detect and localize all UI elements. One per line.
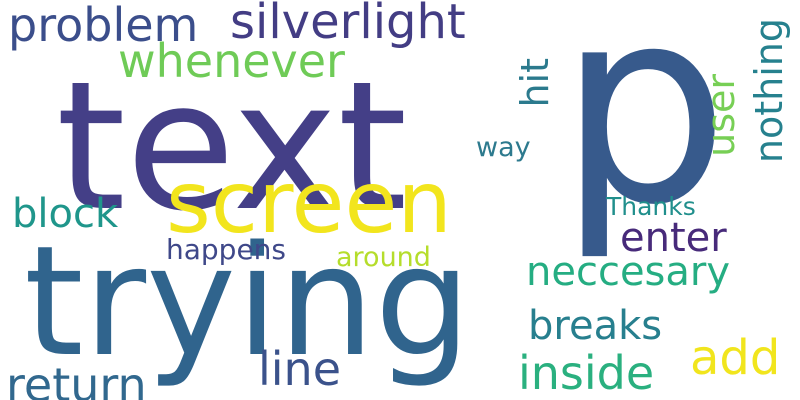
word-whenever: whenever	[118, 34, 345, 88]
word-thanks: Thanks	[606, 192, 696, 221]
word-breaks: breaks	[528, 303, 663, 349]
word-silverlight: silverlight	[230, 0, 466, 50]
word-screen: screen	[166, 153, 452, 253]
word-around: around	[336, 242, 431, 273]
word-p: p	[558, 0, 730, 264]
word-nothing: nothing	[747, 18, 791, 164]
word-block: block	[12, 191, 119, 237]
word-line: line	[258, 342, 342, 396]
word-hit: hit	[513, 58, 557, 108]
word-return: return	[6, 358, 147, 400]
word-user: user	[699, 74, 743, 157]
word-enter: enter	[620, 215, 727, 261]
word-happens: happens	[166, 233, 287, 266]
word-way: way	[476, 132, 531, 163]
word-text: text	[56, 43, 408, 250]
word-trying: trying	[24, 213, 472, 390]
word-inside: inside	[518, 346, 655, 400]
word-neccesary: neccesary	[526, 249, 731, 295]
word-problem: problem	[8, 0, 199, 52]
word-add: add	[690, 330, 781, 386]
